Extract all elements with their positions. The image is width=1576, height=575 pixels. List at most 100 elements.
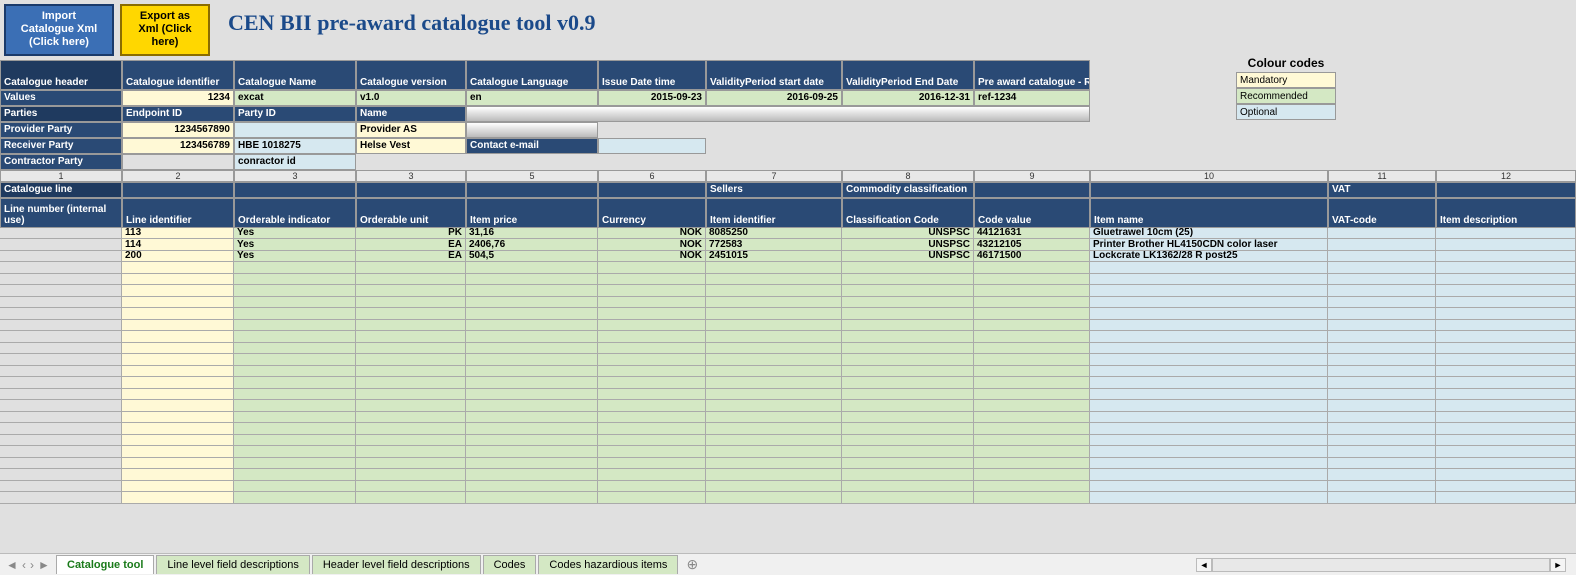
data-cell[interactable] bbox=[466, 446, 598, 458]
data-cell[interactable] bbox=[122, 481, 234, 493]
data-cell[interactable] bbox=[122, 400, 234, 412]
data-cell[interactable] bbox=[1328, 469, 1436, 481]
data-cell[interactable] bbox=[1090, 412, 1328, 424]
data-cell[interactable]: 113 bbox=[122, 228, 234, 240]
data-cell[interactable] bbox=[466, 389, 598, 401]
data-cell[interactable] bbox=[974, 481, 1090, 493]
data-cell[interactable] bbox=[122, 354, 234, 366]
data-cell[interactable] bbox=[1328, 435, 1436, 447]
data-cell[interactable]: PK bbox=[356, 228, 466, 240]
data-cell[interactable] bbox=[598, 423, 706, 435]
data-cell[interactable] bbox=[466, 354, 598, 366]
data-cell[interactable] bbox=[706, 285, 842, 297]
data-cell[interactable] bbox=[1328, 446, 1436, 458]
value-cell[interactable]: 1234 bbox=[122, 90, 234, 106]
data-cell[interactable] bbox=[122, 308, 234, 320]
data-cell[interactable] bbox=[122, 458, 234, 470]
data-cell[interactable] bbox=[1328, 458, 1436, 470]
data-cell[interactable] bbox=[122, 423, 234, 435]
data-cell[interactable] bbox=[122, 343, 234, 355]
scroll-right-icon[interactable]: ► bbox=[1550, 558, 1566, 572]
data-cell[interactable]: EA bbox=[356, 251, 466, 263]
data-cell[interactable] bbox=[1328, 481, 1436, 493]
data-cell[interactable] bbox=[466, 366, 598, 378]
data-cell[interactable] bbox=[842, 366, 974, 378]
data-cell[interactable] bbox=[356, 400, 466, 412]
data-cell[interactable] bbox=[466, 308, 598, 320]
value-cell[interactable]: excat bbox=[234, 90, 356, 106]
data-cell[interactable] bbox=[1328, 308, 1436, 320]
data-cell[interactable] bbox=[234, 435, 356, 447]
data-cell[interactable] bbox=[598, 458, 706, 470]
data-cell[interactable] bbox=[706, 389, 842, 401]
data-cell[interactable] bbox=[842, 423, 974, 435]
data-cell[interactable] bbox=[842, 297, 974, 309]
receiver-endpoint[interactable]: 123456789 bbox=[122, 138, 234, 154]
line-number-cell[interactable] bbox=[0, 331, 122, 343]
data-cell[interactable] bbox=[1090, 262, 1328, 274]
data-cell[interactable] bbox=[974, 285, 1090, 297]
data-cell[interactable] bbox=[974, 262, 1090, 274]
data-cell[interactable] bbox=[356, 389, 466, 401]
data-cell[interactable] bbox=[1436, 331, 1576, 343]
data-cell[interactable] bbox=[842, 469, 974, 481]
data-cell[interactable] bbox=[598, 469, 706, 481]
data-cell[interactable]: 31,16 bbox=[466, 228, 598, 240]
data-cell[interactable] bbox=[1436, 389, 1576, 401]
data-cell[interactable] bbox=[466, 400, 598, 412]
data-cell[interactable]: 200 bbox=[122, 251, 234, 263]
data-cell[interactable] bbox=[122, 285, 234, 297]
data-cell[interactable] bbox=[842, 262, 974, 274]
tab-last-icon[interactable]: ► bbox=[38, 558, 50, 572]
data-cell[interactable] bbox=[1090, 366, 1328, 378]
data-cell[interactable] bbox=[234, 481, 356, 493]
line-number-cell[interactable] bbox=[0, 423, 122, 435]
data-cell[interactable] bbox=[1436, 285, 1576, 297]
data-cell[interactable] bbox=[842, 458, 974, 470]
data-cell[interactable] bbox=[356, 366, 466, 378]
data-cell[interactable] bbox=[466, 274, 598, 286]
data-cell[interactable] bbox=[1090, 331, 1328, 343]
data-cell[interactable] bbox=[1090, 400, 1328, 412]
data-cell[interactable]: Yes bbox=[234, 228, 356, 240]
data-cell[interactable] bbox=[706, 412, 842, 424]
sheet-tab[interactable]: Catalogue tool bbox=[56, 555, 154, 574]
data-cell[interactable]: Yes bbox=[234, 239, 356, 251]
data-cell[interactable] bbox=[706, 469, 842, 481]
value-cell[interactable]: 2015-09-23 bbox=[598, 90, 706, 106]
data-cell[interactable]: UNSPSC bbox=[842, 228, 974, 240]
data-cell[interactable] bbox=[122, 274, 234, 286]
value-cell[interactable]: ref-1234 bbox=[974, 90, 1090, 106]
data-cell[interactable] bbox=[598, 446, 706, 458]
data-cell[interactable] bbox=[234, 412, 356, 424]
data-cell[interactable] bbox=[974, 423, 1090, 435]
line-number-cell[interactable] bbox=[0, 377, 122, 389]
data-cell[interactable] bbox=[122, 469, 234, 481]
data-cell[interactable] bbox=[466, 320, 598, 332]
data-cell[interactable] bbox=[1436, 262, 1576, 274]
data-cell[interactable] bbox=[842, 435, 974, 447]
data-cell[interactable] bbox=[842, 377, 974, 389]
data-cell[interactable] bbox=[1090, 492, 1328, 504]
provider-endpoint[interactable]: 1234567890 bbox=[122, 122, 234, 138]
data-cell[interactable] bbox=[842, 274, 974, 286]
line-number-cell[interactable] bbox=[0, 274, 122, 286]
data-cell[interactable] bbox=[356, 274, 466, 286]
data-cell[interactable] bbox=[1436, 481, 1576, 493]
data-cell[interactable] bbox=[842, 481, 974, 493]
data-cell[interactable] bbox=[1436, 239, 1576, 251]
data-cell[interactable] bbox=[1090, 446, 1328, 458]
data-cell[interactable] bbox=[466, 492, 598, 504]
line-number-cell[interactable] bbox=[0, 239, 122, 251]
data-cell[interactable] bbox=[842, 492, 974, 504]
data-cell[interactable]: NOK bbox=[598, 228, 706, 240]
data-cell[interactable] bbox=[974, 366, 1090, 378]
data-cell[interactable] bbox=[234, 400, 356, 412]
sheet-tab[interactable]: Codes bbox=[483, 555, 537, 574]
data-cell[interactable] bbox=[598, 412, 706, 424]
data-cell[interactable] bbox=[706, 492, 842, 504]
data-cell[interactable] bbox=[1328, 423, 1436, 435]
data-cell[interactable] bbox=[706, 423, 842, 435]
line-number-cell[interactable] bbox=[0, 412, 122, 424]
data-cell[interactable] bbox=[706, 308, 842, 320]
